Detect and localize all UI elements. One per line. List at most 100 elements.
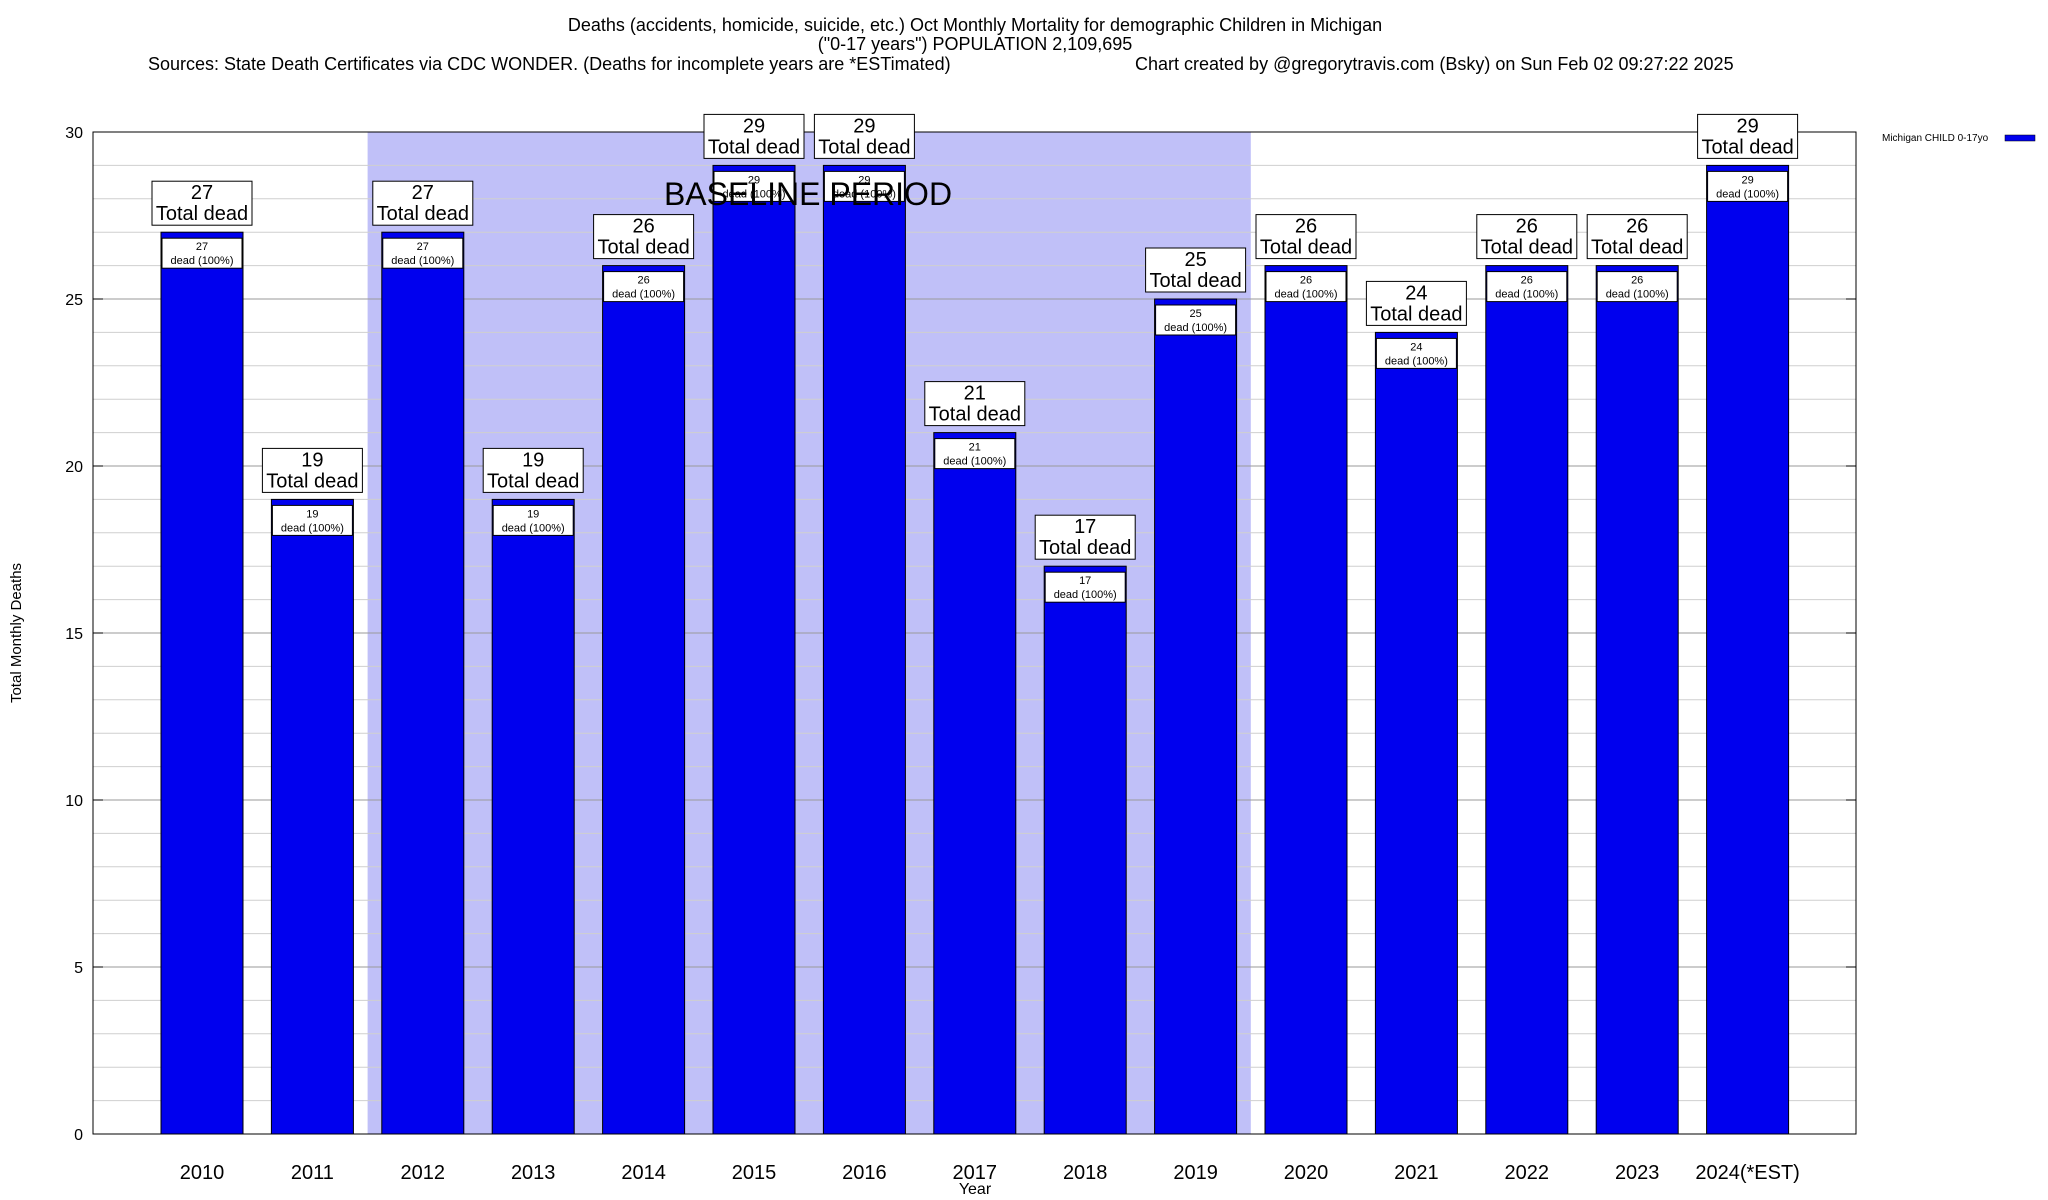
bar-inner-label-value: 29 xyxy=(1741,174,1753,186)
bar xyxy=(822,164,906,1135)
bar-inner-label-box xyxy=(161,237,243,269)
bar-top-label-box xyxy=(924,381,1026,427)
x-tick-label: 2012 xyxy=(401,1162,446,1184)
bar-top-label-box xyxy=(482,447,584,493)
bar xyxy=(1154,298,1238,1135)
bar-top-label-box xyxy=(261,447,363,493)
bar-top-label-text: Total dead xyxy=(708,136,800,158)
bar-top-label-text: Total dead xyxy=(1591,237,1683,259)
bar xyxy=(1485,265,1569,1135)
bar xyxy=(933,432,1017,1135)
bar-top-label-value: 25 xyxy=(1184,249,1206,271)
y-tick-label: 0 xyxy=(74,1127,83,1144)
bar-top-label-text: Total dead xyxy=(487,470,579,492)
bar-top-label-value: 19 xyxy=(301,449,323,471)
bar-inner-label-text: dead (100%) xyxy=(1716,188,1779,200)
bar-top-label-value: 29 xyxy=(853,115,875,137)
bar-top-label-text: Total dead xyxy=(929,404,1021,426)
x-tick-label: 2017 xyxy=(953,1162,998,1184)
bar-inner-label-box xyxy=(713,170,795,202)
bar-top-label-text: Total dead xyxy=(1039,537,1131,559)
bar-top-label-text: Total dead xyxy=(1260,237,1352,259)
chart-title-line-2: ("0-17 years") POPULATION 2,109,695 xyxy=(818,34,1133,54)
bar-inner-label-text: dead (100%) xyxy=(171,255,234,267)
bar-inner-label-text: dead (100%) xyxy=(1606,289,1669,301)
bar-inner-label-box xyxy=(271,504,353,536)
x-tick-label: 2014 xyxy=(621,1162,666,1184)
y-tick-label: 15 xyxy=(65,626,83,643)
x-tick-label: 2013 xyxy=(511,1162,556,1184)
bar-inner-label-text: dead (100%) xyxy=(943,456,1006,468)
bar-top-label-box xyxy=(372,180,474,226)
bar xyxy=(1595,265,1679,1135)
bar-inner-label-text: dead (100%) xyxy=(1054,589,1117,601)
bar xyxy=(1706,164,1790,1135)
bar-top-label-text: Total dead xyxy=(377,203,469,225)
bar-top-label-box xyxy=(1145,247,1247,293)
x-tick-label: 2018 xyxy=(1063,1162,1108,1184)
y-tick-label: 20 xyxy=(65,459,83,476)
bar-top-label-text: Total dead xyxy=(1701,136,1793,158)
bar-top-label-box xyxy=(151,180,253,226)
bar-top-label-text: Total dead xyxy=(266,470,358,492)
bar-inner-label-box xyxy=(382,237,464,269)
legend-swatch xyxy=(2004,134,2036,142)
bar-inner-label-value: 24 xyxy=(1410,341,1422,353)
bar-top-label-box xyxy=(813,113,915,159)
y-tick-label: 30 xyxy=(65,125,83,142)
x-tick-label: 2024(*EST) xyxy=(1695,1162,1800,1184)
bar-inner-label-box xyxy=(1486,271,1568,303)
bar-inner-label-value: 21 xyxy=(969,442,981,454)
bar-inner-label-box xyxy=(1707,170,1789,202)
y-axis-label: Total Monthly Deaths xyxy=(8,563,25,703)
bar-top-label-value: 26 xyxy=(1516,216,1538,238)
bar-inner-label-text: dead (100%) xyxy=(502,522,565,534)
chart-credit: Chart created by @gregorytravis.com (Bsk… xyxy=(1135,54,1734,74)
bar-inner-label-text: dead (100%) xyxy=(1385,355,1448,367)
bar xyxy=(602,265,686,1135)
bar-inner-label-value: 26 xyxy=(637,275,649,287)
bar-top-label-box xyxy=(593,214,695,260)
bar-top-label-box xyxy=(1476,214,1578,260)
bar xyxy=(270,498,354,1135)
bar-inner-label-text: dead (100%) xyxy=(612,289,675,301)
x-tick-label: 2023 xyxy=(1615,1162,1660,1184)
bar-top-label-box xyxy=(1034,514,1136,560)
bar xyxy=(381,231,465,1135)
bar-inner-label-value: 26 xyxy=(1631,275,1643,287)
bar-top-label-text: Total dead xyxy=(1149,270,1241,292)
bar-top-label-value: 29 xyxy=(743,115,765,137)
bar-top-label-value: 27 xyxy=(412,182,434,204)
y-tick-label: 25 xyxy=(65,292,83,309)
legend: Michigan CHILD 0-17yo xyxy=(1882,133,2036,144)
bar-top-label-value: 19 xyxy=(522,449,544,471)
bar-inner-label-box xyxy=(1155,304,1237,336)
x-tick-label: 2011 xyxy=(291,1162,334,1184)
bar-top-label-value: 26 xyxy=(1295,216,1317,238)
bar xyxy=(1374,331,1458,1135)
bar-inner-label-text: dead (100%) xyxy=(281,522,344,534)
bar-top-label-text: Total dead xyxy=(597,237,689,259)
bar-inner-label-value: 26 xyxy=(1521,275,1533,287)
x-tick-label: 2022 xyxy=(1505,1162,1550,1184)
bar-inner-label-box xyxy=(1265,271,1347,303)
x-axis-label: Year xyxy=(959,1181,992,1198)
bar-inner-label-value: 19 xyxy=(306,508,318,520)
x-tick-label: 2016 xyxy=(842,1162,887,1184)
bar-inner-label-box xyxy=(603,271,685,303)
bar-top-label-box xyxy=(1255,214,1357,260)
bar-top-label-text: Total dead xyxy=(1370,303,1462,325)
bar-top-label-value: 29 xyxy=(1736,115,1758,137)
